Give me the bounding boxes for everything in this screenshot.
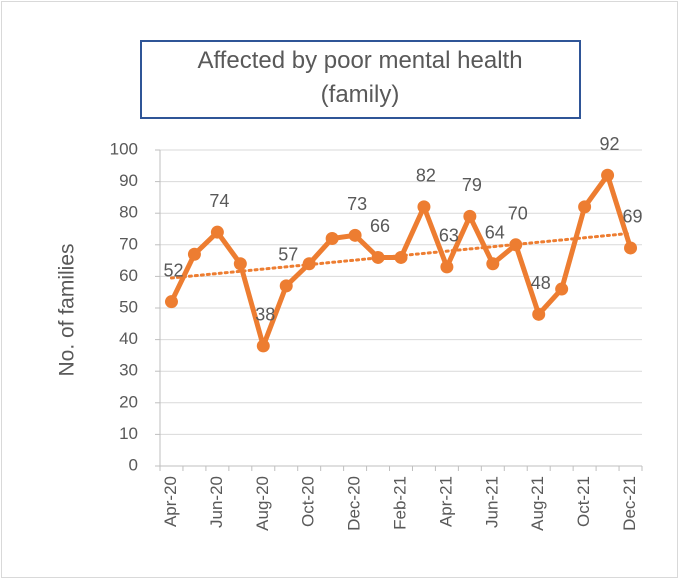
y-tick-label: 50: [119, 297, 138, 316]
y-tick-label: 90: [119, 171, 138, 190]
data-label: 74: [209, 191, 229, 211]
data-point: [394, 250, 408, 264]
data-point: [325, 231, 339, 245]
x-tick-label: Apr-20: [161, 476, 180, 527]
chart-title: Affected by poor mental health (family): [197, 47, 522, 108]
x-tick-label: Jun-20: [207, 476, 226, 528]
data-point: [164, 295, 178, 309]
data-point: [578, 200, 592, 214]
data-point: [279, 279, 293, 293]
data-label: 63: [439, 226, 459, 246]
x-tick-label: Jun-21: [482, 476, 501, 528]
data-label: 92: [600, 134, 620, 154]
x-tick-label: Aug-20: [253, 476, 272, 531]
y-tick-label: 40: [119, 329, 138, 348]
data-point: [509, 238, 523, 252]
data-point: [302, 257, 316, 271]
data-point: [624, 241, 638, 255]
x-tick-label: Dec-21: [620, 476, 639, 531]
data-label: 82: [416, 166, 436, 186]
x-tick-label: Dec-20: [345, 476, 364, 531]
y-tick-label: 10: [119, 424, 138, 443]
data-point: [532, 307, 546, 321]
data-point: [210, 225, 224, 239]
data-label: 73: [347, 194, 367, 214]
data-point: [463, 209, 477, 223]
x-tick-label: Oct-20: [299, 476, 318, 527]
data-label: 57: [278, 245, 298, 265]
data-label: 48: [531, 273, 551, 293]
data-point: [256, 339, 270, 353]
title-box: [140, 40, 581, 119]
x-tick-label: Oct-21: [574, 476, 593, 527]
data-point: [555, 282, 569, 296]
data-label: 69: [623, 207, 643, 227]
data-point: [486, 257, 500, 271]
y-axis-label: No. of families: [56, 243, 79, 376]
x-tick-label: Feb-21: [390, 476, 409, 530]
x-tick-label: Aug-21: [528, 476, 547, 531]
data-point: [233, 257, 247, 271]
data-point: [187, 247, 201, 261]
data-point: [348, 228, 362, 242]
data-label: 64: [485, 223, 505, 243]
data-point: [371, 250, 385, 264]
data-point: [440, 260, 454, 274]
y-tick-label: 30: [119, 361, 138, 380]
y-tick-label: 70: [119, 234, 138, 253]
data-label: 66: [370, 216, 390, 236]
data-label: 70: [508, 204, 528, 224]
y-tick-label: 60: [119, 266, 138, 285]
y-tick-label: 0: [129, 455, 138, 474]
data-label: 38: [255, 305, 275, 325]
data-label: 52: [163, 260, 183, 280]
y-tick-label: 80: [119, 203, 138, 222]
y-tick-label: 100: [110, 139, 138, 158]
data-point: [601, 168, 615, 182]
y-tick-label: 20: [119, 392, 138, 411]
data-label: 79: [462, 175, 482, 195]
x-tick-label: Apr-21: [436, 476, 455, 527]
data-point: [417, 200, 431, 214]
